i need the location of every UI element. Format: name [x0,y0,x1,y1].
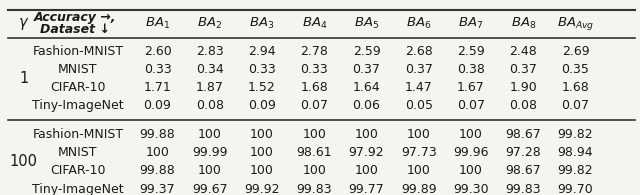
Text: 0.37: 0.37 [405,63,433,76]
Text: 2.69: 2.69 [562,44,589,58]
Text: 99.88: 99.88 [140,164,175,177]
Text: 99.99: 99.99 [192,146,227,159]
Text: $BA_7$: $BA_7$ [458,16,484,31]
Text: 100: 100 [145,146,170,159]
Text: 1.90: 1.90 [509,81,537,94]
Text: 1: 1 [19,71,28,86]
Text: 98.67: 98.67 [506,164,541,177]
Text: $BA_3$: $BA_3$ [250,16,275,31]
Text: 2.83: 2.83 [196,44,223,58]
Text: 99.83: 99.83 [506,183,541,195]
Text: 99.82: 99.82 [557,128,593,141]
Text: 0.06: 0.06 [353,99,380,112]
Text: 2.59: 2.59 [353,44,380,58]
Text: $BA_6$: $BA_6$ [406,16,431,31]
Text: 0.34: 0.34 [196,63,223,76]
Text: 0.09: 0.09 [248,99,276,112]
Text: 100: 100 [250,128,274,141]
Text: MNIST: MNIST [58,63,98,76]
Text: 100: 100 [302,128,326,141]
Text: 0.33: 0.33 [300,63,328,76]
Text: CIFAR-10: CIFAR-10 [50,164,106,177]
Text: 1.64: 1.64 [353,81,380,94]
Text: 2.68: 2.68 [405,44,433,58]
Text: 99.70: 99.70 [557,183,593,195]
Text: 0.08: 0.08 [509,99,537,112]
Text: 0.37: 0.37 [353,63,380,76]
Text: 99.89: 99.89 [401,183,436,195]
Text: 0.07: 0.07 [561,99,589,112]
Text: 99.82: 99.82 [557,164,593,177]
Text: $BA_2$: $BA_2$ [197,16,222,31]
Text: 100: 100 [407,164,431,177]
Text: 2.59: 2.59 [457,44,485,58]
Text: 1.52: 1.52 [248,81,276,94]
Text: 97.92: 97.92 [349,146,385,159]
Text: 99.30: 99.30 [453,183,489,195]
Text: Tiny-ImageNet: Tiny-ImageNet [32,99,124,112]
Text: Fashion-MNIST: Fashion-MNIST [32,128,124,141]
Text: 100: 100 [355,164,378,177]
Text: 0.33: 0.33 [143,63,172,76]
Text: 100: 100 [10,154,38,169]
Text: 1.68: 1.68 [562,81,589,94]
Text: 100: 100 [198,164,221,177]
Text: 97.28: 97.28 [506,146,541,159]
Text: 0.07: 0.07 [300,99,328,112]
Text: 0.35: 0.35 [561,63,589,76]
Text: 1.68: 1.68 [300,81,328,94]
Text: 2.60: 2.60 [143,44,172,58]
Text: 100: 100 [302,164,326,177]
Text: 100: 100 [407,128,431,141]
Text: 97.73: 97.73 [401,146,436,159]
Text: 100: 100 [250,146,274,159]
Text: Fashion-MNIST: Fashion-MNIST [32,44,124,58]
Text: 99.96: 99.96 [453,146,489,159]
Text: 100: 100 [355,128,378,141]
Text: $BA_4$: $BA_4$ [301,16,327,31]
Text: 98.61: 98.61 [296,146,332,159]
Text: $BA_5$: $BA_5$ [354,16,379,31]
Text: CIFAR-10: CIFAR-10 [50,81,106,94]
Text: 99.77: 99.77 [349,183,385,195]
Text: Tiny-ImageNet: Tiny-ImageNet [32,183,124,195]
Text: 0.37: 0.37 [509,63,537,76]
Text: 0.08: 0.08 [196,99,224,112]
Text: 0.05: 0.05 [404,99,433,112]
Text: 100: 100 [198,128,221,141]
Text: 98.67: 98.67 [506,128,541,141]
Text: 98.94: 98.94 [557,146,593,159]
Text: $\gamma$: $\gamma$ [18,16,29,32]
Text: 100: 100 [250,164,274,177]
Text: $BA_{Avg}$: $BA_{Avg}$ [557,15,595,32]
Text: 1.47: 1.47 [405,81,433,94]
Text: 2.48: 2.48 [509,44,537,58]
Text: Accuracy →,: Accuracy →, [33,12,116,24]
Text: 99.67: 99.67 [192,183,228,195]
Text: 0.38: 0.38 [457,63,485,76]
Text: 0.33: 0.33 [248,63,276,76]
Text: $BA_8$: $BA_8$ [511,16,536,31]
Text: 99.37: 99.37 [140,183,175,195]
Text: 100: 100 [459,128,483,141]
Text: 99.83: 99.83 [296,183,332,195]
Text: Dataset ↓: Dataset ↓ [40,23,109,36]
Text: 2.78: 2.78 [300,44,328,58]
Text: 99.88: 99.88 [140,128,175,141]
Text: $BA_1$: $BA_1$ [145,16,170,31]
Text: 0.09: 0.09 [143,99,172,112]
Text: 99.92: 99.92 [244,183,280,195]
Text: 1.71: 1.71 [143,81,172,94]
Text: 1.87: 1.87 [196,81,224,94]
Text: MNIST: MNIST [58,146,98,159]
Text: 2.94: 2.94 [248,44,276,58]
Text: 0.07: 0.07 [457,99,485,112]
Text: 1.67: 1.67 [457,81,485,94]
Text: 100: 100 [459,164,483,177]
